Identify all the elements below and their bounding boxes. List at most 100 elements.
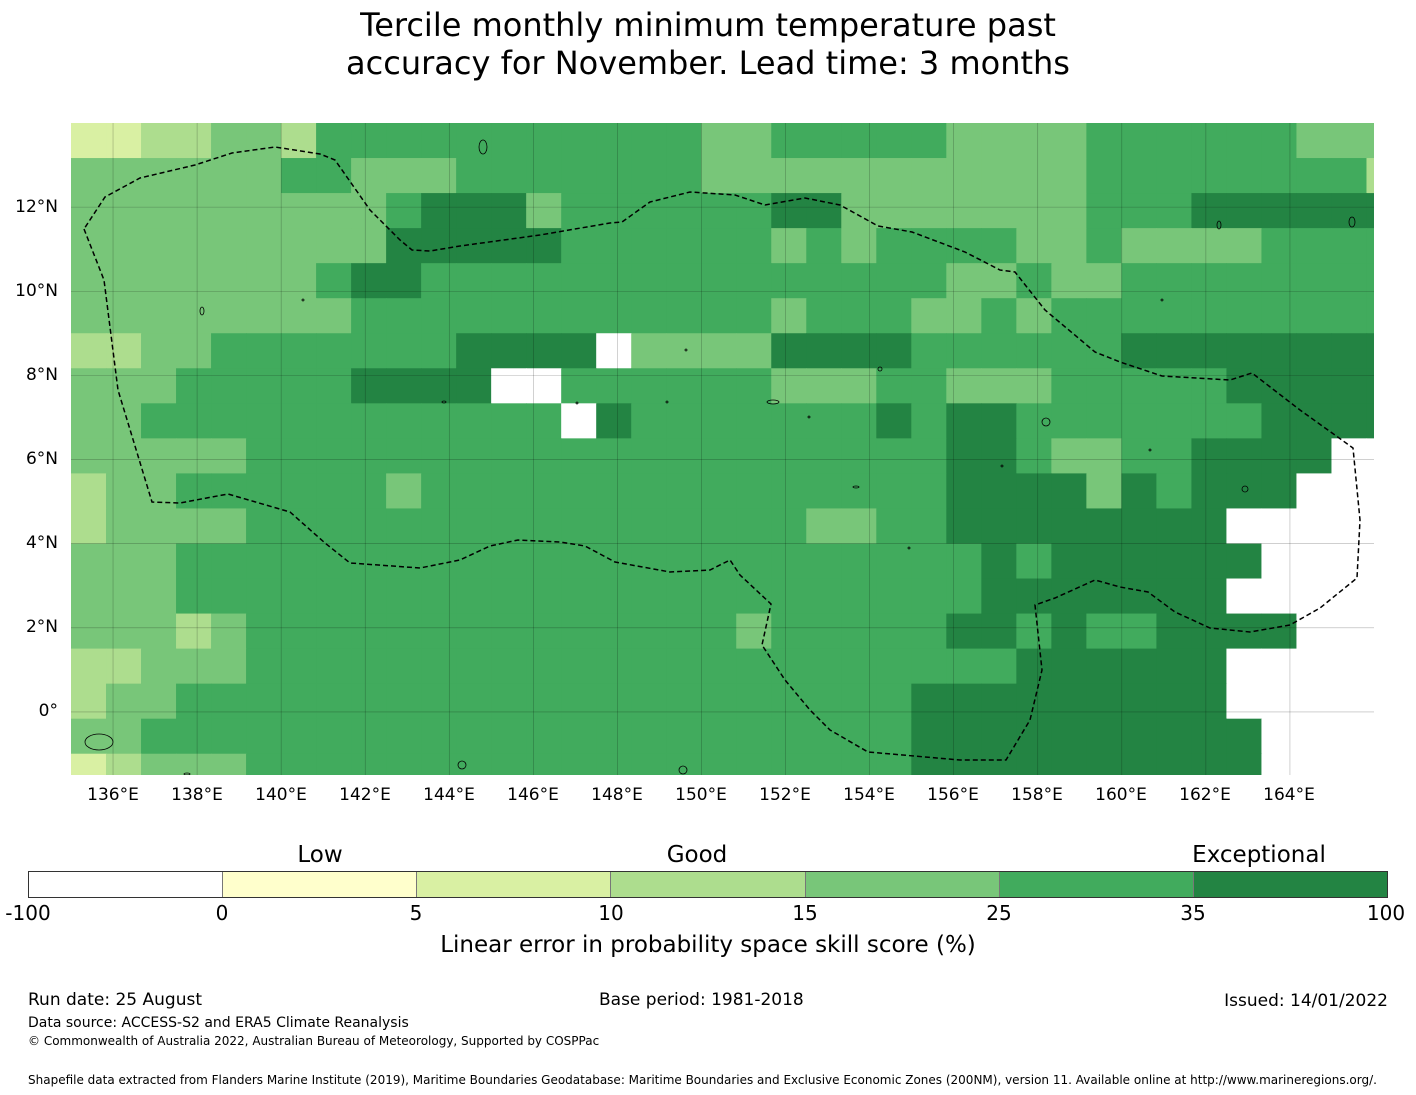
skill-cell <box>246 543 282 580</box>
skill-cell <box>1191 613 1228 650</box>
colorbar-tick: 25 <box>986 901 1012 925</box>
skill-cell <box>1226 789 1262 820</box>
skill-cell <box>526 648 562 685</box>
skill-cell <box>981 298 1017 334</box>
island-outline <box>457 760 467 770</box>
skill-cell <box>316 473 352 510</box>
skill-cell <box>771 613 807 650</box>
skill-cell <box>736 648 772 685</box>
skill-cell <box>491 578 527 615</box>
skill-cell <box>946 578 982 615</box>
map-area: 136°E 138°E 140°E 142°E 144°E 146°E 148°… <box>15 123 1416 820</box>
skill-cell <box>596 543 632 580</box>
skill-cell <box>71 263 107 299</box>
skill-cell <box>911 753 947 775</box>
skill-cell <box>526 578 562 615</box>
skill-cell <box>701 228 737 264</box>
skill-cell <box>386 613 422 650</box>
skill-cell <box>1261 578 1298 615</box>
skill-cell <box>1051 683 1087 720</box>
skill-cell <box>386 158 422 194</box>
skill-cell <box>351 158 387 194</box>
skill-cell <box>701 403 737 439</box>
skill-cell <box>1261 543 1298 580</box>
skill-cell <box>176 648 212 685</box>
skill-cell <box>1156 508 1193 545</box>
skill-cell <box>1191 473 1228 510</box>
skill-cell <box>316 648 352 685</box>
skill-cell <box>141 683 177 720</box>
skill-cell <box>561 193 597 229</box>
skill-cell <box>946 298 982 334</box>
skill-cell <box>176 263 212 299</box>
lon-label: 158°E <box>1011 785 1063 805</box>
island-outline <box>665 400 669 404</box>
skill-cell <box>1366 683 1374 720</box>
skill-cell <box>841 718 877 755</box>
skill-cell <box>666 263 702 299</box>
skill-cell <box>1366 473 1374 510</box>
skill-cell <box>806 543 842 580</box>
skill-cell <box>1191 193 1228 229</box>
skill-cell <box>736 508 772 545</box>
skill-cell <box>1366 158 1374 194</box>
skill-cell <box>141 438 177 474</box>
skill-cell <box>911 333 947 369</box>
skill-cell <box>771 333 807 369</box>
skill-cell <box>911 648 947 685</box>
skill-cell <box>596 683 632 720</box>
skill-cell <box>1296 158 1333 194</box>
skill-cell <box>1401 228 1416 264</box>
skill-cell <box>911 228 947 264</box>
skill-cell <box>876 648 912 685</box>
skill-cell <box>666 613 702 650</box>
skill-cell <box>771 263 807 299</box>
colorbar-segment <box>1193 872 1387 897</box>
skill-cell <box>1401 789 1416 820</box>
skill-cell <box>176 123 212 159</box>
issued-date: Issued: 14/01/2022 <box>1224 991 1388 1011</box>
skill-cell <box>946 158 982 194</box>
skill-cell <box>876 753 912 775</box>
skill-cell <box>1191 158 1228 194</box>
skill-cell <box>1086 473 1122 510</box>
skill-cell <box>876 543 912 580</box>
skill-cell <box>1086 403 1122 439</box>
skill-cell <box>946 683 982 720</box>
skill-cell <box>1226 753 1263 775</box>
skill-cell <box>631 648 667 685</box>
skill-cell <box>1121 368 1157 404</box>
skill-cell <box>876 298 912 334</box>
skill-cell <box>246 718 282 755</box>
skill-cell <box>561 473 597 510</box>
skill-cell <box>421 333 457 369</box>
skill-cell <box>596 123 632 159</box>
skill-cell <box>71 543 107 580</box>
skill-cell <box>1086 683 1122 720</box>
skill-cell <box>211 613 247 650</box>
skill-cell <box>106 263 142 299</box>
skill-cell <box>421 228 457 264</box>
island-outline <box>852 485 860 489</box>
skill-cell <box>526 403 562 439</box>
skill-cell <box>1016 193 1052 229</box>
skill-cell <box>421 438 457 474</box>
skill-cell <box>876 578 912 615</box>
skill-cell <box>561 543 597 580</box>
skill-cell <box>386 298 422 334</box>
skill-cell <box>71 473 107 510</box>
skill-cell <box>806 333 842 369</box>
skill-cell <box>526 193 562 229</box>
skill-cell <box>281 333 317 369</box>
lon-label: 162°E <box>1179 785 1231 805</box>
skill-cell <box>526 123 562 159</box>
skill-cell <box>316 578 352 615</box>
skill-cell <box>176 193 212 229</box>
skill-cell <box>841 508 877 545</box>
skill-cell <box>1191 263 1228 299</box>
island-outline <box>183 772 191 775</box>
skill-cell <box>316 368 352 404</box>
skill-cell <box>1261 613 1298 650</box>
skill-cell <box>1086 613 1122 650</box>
skill-cell <box>71 613 107 650</box>
